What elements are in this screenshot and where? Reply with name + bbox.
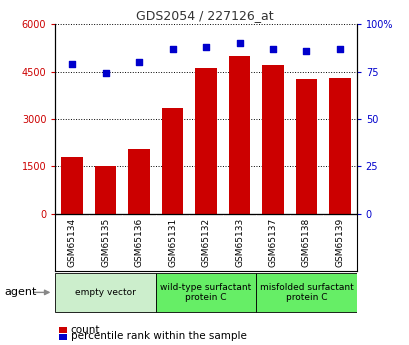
Text: count: count [70,325,100,335]
Text: agent: agent [4,287,36,297]
Bar [55,273,155,312]
Point [236,40,242,46]
Point [269,46,276,51]
Bar [94,167,116,214]
Point [102,71,109,76]
Text: GSM65131: GSM65131 [168,218,177,267]
Text: GSM65138: GSM65138 [301,218,310,267]
Point [302,48,309,53]
Bar [61,157,83,214]
Bar [256,273,356,312]
Point [135,59,142,65]
Text: GSM65133: GSM65133 [234,218,243,267]
Text: GSM65139: GSM65139 [335,218,344,267]
Text: GSM65134: GSM65134 [67,218,76,267]
Bar [128,149,150,214]
Text: misfolded surfactant
protein C: misfolded surfactant protein C [259,283,353,302]
Text: empty vector: empty vector [75,288,136,297]
Bar [295,79,317,214]
Text: percentile rank within the sample: percentile rank within the sample [70,332,246,341]
Point [169,46,175,51]
Point [202,44,209,50]
Point [69,61,75,67]
Bar [195,68,216,214]
Text: wild-type surfactant
protein C: wild-type surfactant protein C [160,283,251,302]
Bar [228,56,250,214]
Text: GDS2054 / 227126_at: GDS2054 / 227126_at [136,9,273,22]
Text: GSM65135: GSM65135 [101,218,110,267]
Text: GSM65132: GSM65132 [201,218,210,267]
Bar [328,78,350,214]
Text: GSM65137: GSM65137 [268,218,277,267]
Point [336,46,342,51]
Text: GSM65136: GSM65136 [134,218,143,267]
Bar [161,108,183,214]
Bar [261,65,283,214]
Bar [155,273,256,312]
